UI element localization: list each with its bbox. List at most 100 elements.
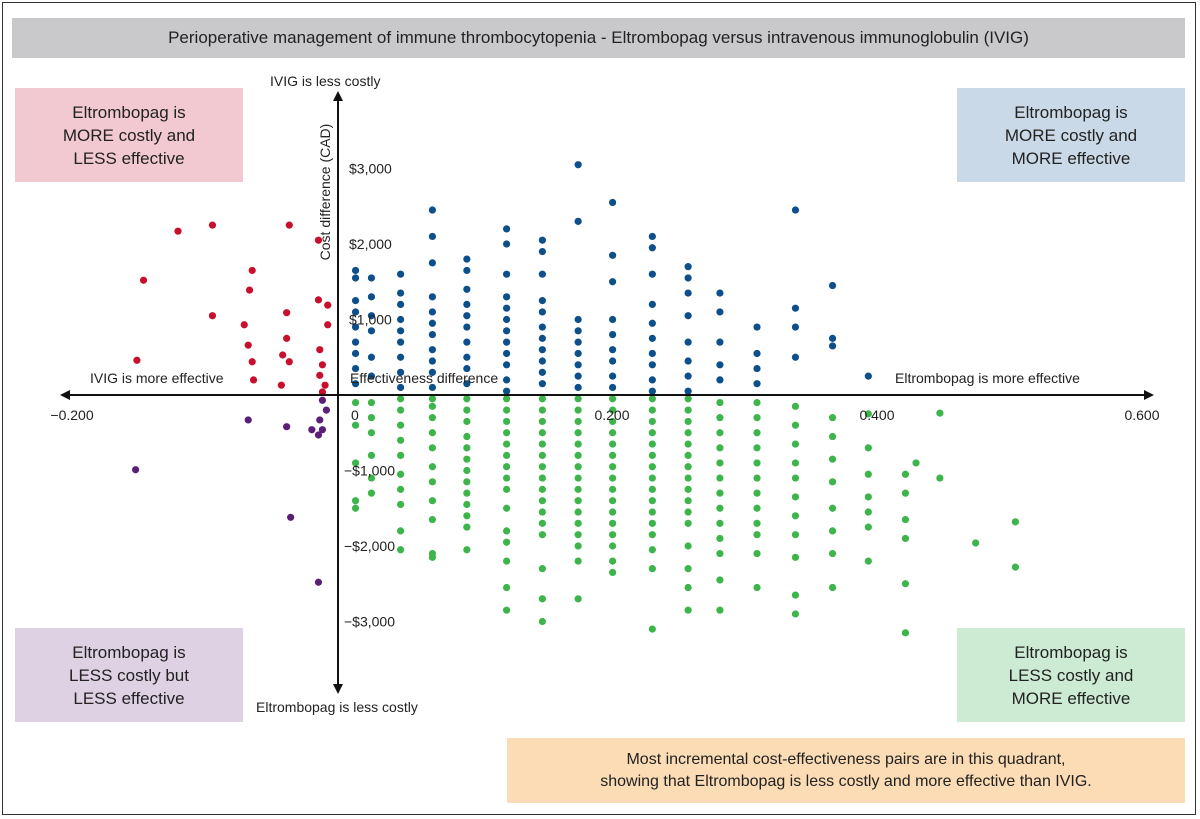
data-point: [684, 289, 692, 297]
data-point: [538, 508, 546, 516]
data-point: [367, 372, 376, 380]
data-point: [367, 274, 376, 282]
data-point: [574, 508, 582, 516]
data-point: [609, 451, 617, 459]
data-point: [318, 396, 327, 404]
data-point: [1011, 563, 1020, 571]
data-point: [428, 308, 436, 316]
data-point: [397, 327, 405, 335]
data-point: [367, 489, 376, 497]
data-point: [397, 485, 405, 493]
data-point: [503, 538, 511, 546]
data-point: [538, 474, 546, 482]
data-point: [397, 406, 405, 414]
data-point: [503, 527, 511, 535]
data-point: [648, 334, 656, 342]
data-point: [609, 372, 617, 380]
data-point: [538, 308, 546, 316]
data-point: [753, 519, 761, 527]
data-point: [367, 429, 376, 437]
data-point: [538, 380, 546, 388]
data-point: [648, 417, 656, 426]
data-point: [574, 519, 582, 527]
y-axis-title: Cost difference (CAD): [317, 123, 333, 261]
data-point: [753, 414, 761, 422]
data-point: [716, 519, 724, 527]
data-point: [574, 417, 582, 426]
data-point: [503, 395, 511, 403]
data-point: [248, 358, 256, 366]
data-point: [936, 474, 944, 482]
data-point: [684, 338, 692, 346]
data-point: [684, 312, 692, 320]
data-point: [936, 409, 944, 417]
data-point: [538, 617, 546, 626]
data-point: [753, 323, 761, 331]
data-point: [503, 293, 511, 301]
y-tick-label: −$3,000: [344, 614, 395, 630]
data-point: [574, 361, 582, 369]
data-point: [574, 406, 582, 414]
data-point: [428, 414, 436, 422]
data-point: [716, 398, 724, 407]
data-point: [828, 504, 837, 512]
data-point: [351, 398, 360, 407]
data-point: [538, 323, 546, 331]
data-point: [428, 515, 436, 524]
data-point: [463, 255, 471, 263]
data-point: [397, 470, 405, 478]
data-point: [351, 297, 360, 305]
data-point: [463, 323, 471, 331]
data-point: [174, 227, 182, 235]
data-point: [503, 463, 511, 471]
data-point: [538, 357, 546, 365]
x-tick-label: 0.400: [859, 407, 894, 423]
data-point: [791, 323, 800, 331]
data-point: [574, 440, 582, 448]
data-point: [132, 466, 140, 474]
data-point: [753, 444, 761, 452]
data-point: [463, 300, 471, 308]
data-point: [208, 221, 217, 229]
data-point: [463, 417, 471, 426]
data-point: [240, 321, 248, 329]
data-point: [574, 531, 582, 539]
data-point: [428, 357, 436, 365]
data-point: [609, 485, 617, 493]
data-point: [684, 474, 692, 482]
data-point: [463, 364, 471, 373]
data-point: [791, 591, 800, 599]
data-point: [609, 474, 617, 482]
data-point: [397, 289, 405, 297]
data-point: [684, 440, 692, 448]
data-point: [428, 293, 436, 301]
data-point: [648, 319, 656, 327]
data-point: [503, 225, 511, 233]
data-point: [791, 402, 800, 410]
data-point: [609, 278, 617, 286]
data-point: [609, 417, 617, 426]
data-point: [864, 493, 872, 501]
data-point: [397, 451, 405, 459]
data-point: [648, 232, 656, 241]
data-point: [791, 553, 800, 561]
data-point: [716, 338, 724, 346]
data-point: [318, 388, 327, 396]
data-point: [503, 440, 511, 448]
data-point: [574, 542, 582, 550]
data-point: [538, 565, 546, 573]
data-point: [318, 426, 327, 434]
data-point: [972, 539, 980, 547]
data-point: [324, 301, 332, 309]
data-point: [463, 338, 471, 346]
data-point: [753, 474, 761, 482]
data-point: [753, 583, 761, 592]
data-point: [828, 455, 837, 463]
data-point: [864, 470, 872, 478]
data-point: [503, 361, 511, 369]
data-point: [648, 531, 656, 539]
data-point: [397, 546, 405, 554]
data-point: [249, 376, 258, 384]
data-point: [684, 429, 692, 437]
